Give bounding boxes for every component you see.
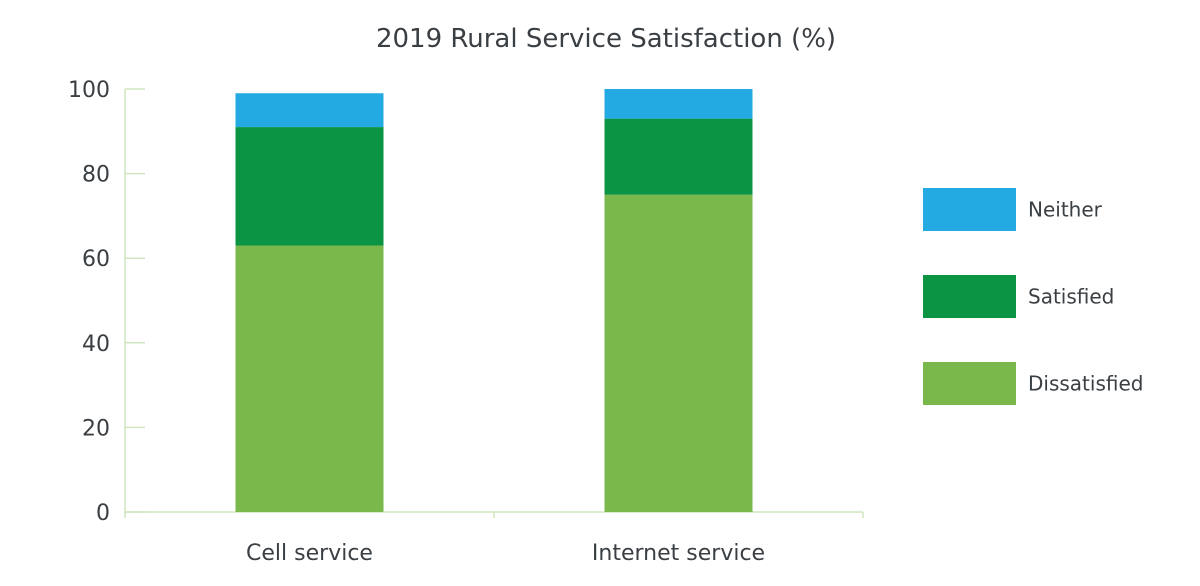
x-category-label: Internet service	[592, 541, 765, 566]
legend-label-neither: Neither	[1028, 198, 1103, 222]
bar-dissatisfied-internet-service	[604, 194, 753, 512]
x-category-label: Cell service	[246, 541, 373, 566]
chart-bars: Cell service Internet service	[235, 89, 765, 566]
legend-swatch-neither	[923, 188, 1016, 231]
legend-label-dissatisfied: Dissatisfied	[1028, 372, 1143, 396]
bar-satisfied-cell-service	[235, 127, 384, 246]
bar-satisfied-internet-service	[604, 118, 753, 195]
bar-dissatisfied-cell-service	[235, 245, 384, 512]
legend-label-satisfied: Satisfied	[1028, 285, 1114, 309]
y-tick-label: 80	[82, 163, 110, 188]
y-tick-label: 0	[96, 501, 110, 526]
chart-legend: Neither Satisfied Dissatisfied	[923, 188, 1143, 405]
bar-neither-internet-service	[604, 89, 753, 119]
chart-title: 2019 Rural Service Satisfaction (%)	[376, 24, 836, 54]
legend-swatch-satisfied	[923, 275, 1016, 318]
y-tick-label: 40	[82, 332, 110, 357]
y-tick-label: 100	[68, 78, 110, 103]
legend-swatch-dissatisfied	[923, 362, 1016, 405]
y-tick-label: 20	[82, 416, 110, 441]
bar-neither-cell-service	[235, 93, 384, 128]
y-tick-label: 60	[82, 247, 110, 272]
